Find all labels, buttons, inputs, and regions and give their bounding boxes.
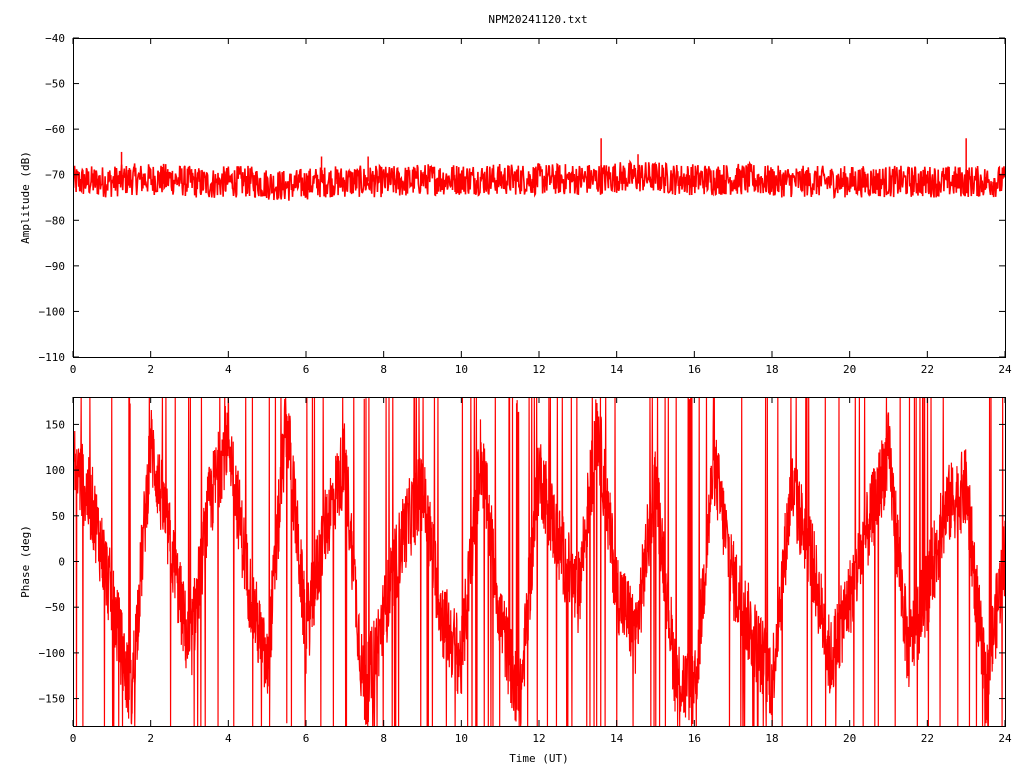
x-tick-label: 24	[998, 732, 1012, 745]
x-tick-label: 2	[147, 732, 154, 745]
x-tick-label: 4	[225, 732, 232, 745]
x-tick-label: 12	[532, 363, 545, 376]
y-tick-label: −100	[39, 305, 66, 318]
y-axis-label: Phase (deg)	[19, 525, 32, 598]
x-tick-label: 22	[921, 363, 934, 376]
y-tick-label: −110	[39, 351, 66, 364]
y-tick-label: 50	[52, 510, 65, 523]
amplitude-panel: 0 2 4 6 8 10 12 14 16 18 20 22 24−40−50−60−70−80−90−…	[19, 32, 1012, 376]
x-tick-label: 10	[455, 363, 468, 376]
y-tick-label: −80	[45, 214, 65, 227]
x-tick-label: 6	[303, 732, 310, 745]
x-tick-label: 12	[532, 732, 545, 745]
x-tick-label: 14	[610, 732, 624, 745]
x-tick-label: 6	[303, 363, 310, 376]
x-tick-label: 16	[688, 363, 701, 376]
x-tick-label: 20	[843, 363, 856, 376]
y-axis-label: Amplitude (dB)	[19, 151, 32, 244]
y-tick-label: −50	[45, 78, 65, 91]
y-tick-label: −100	[39, 647, 66, 660]
y-tick-label: −50	[45, 601, 65, 614]
phase-panel: 0 2 4 6 8 10 12 14 16 18 20 22 24150100500−50−100−15…	[19, 397, 1012, 765]
y-tick-label: 150	[45, 418, 65, 431]
x-tick-label: 22	[921, 732, 934, 745]
x-tick-label: 10	[455, 732, 468, 745]
y-tick-label: −90	[45, 260, 65, 273]
x-tick-label: 4	[225, 363, 232, 376]
x-tick-label: 16	[688, 732, 701, 745]
x-tick-label: 8	[380, 363, 387, 376]
amplitude-trace	[73, 159, 1005, 201]
x-tick-label: 0	[70, 363, 77, 376]
x-tick-label: 24	[998, 363, 1012, 376]
y-tick-label: 0	[58, 556, 65, 569]
y-tick-label: −70	[45, 169, 65, 182]
x-tick-label: 2	[147, 363, 154, 376]
x-tick-label: 20	[843, 732, 856, 745]
x-axis-label: Time (UT)	[509, 752, 569, 765]
x-tick-label: 0	[70, 732, 77, 745]
y-tick-label: −60	[45, 123, 65, 136]
x-tick-label: 18	[765, 363, 778, 376]
x-tick-label: 14	[610, 363, 624, 376]
y-tick-label: 100	[45, 464, 65, 477]
y-tick-label: −40	[45, 32, 65, 45]
y-tick-label: −150	[39, 693, 66, 706]
x-tick-label: 18	[765, 732, 778, 745]
chart-title: NPM20241120.txt	[488, 13, 587, 26]
x-tick-label: 8	[380, 732, 387, 745]
